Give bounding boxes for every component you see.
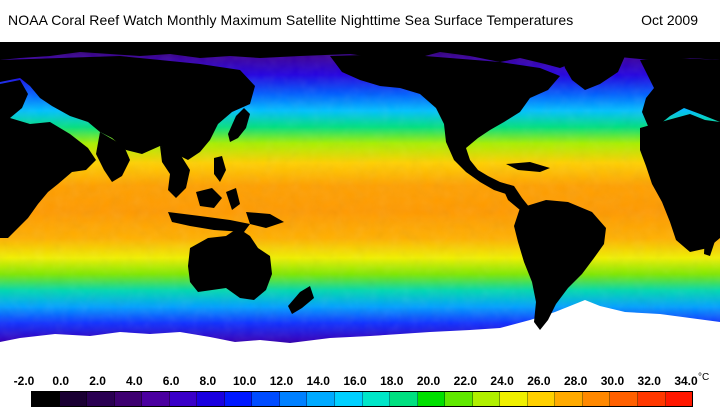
tick-label: 22.0 (453, 374, 478, 388)
sst-map-svg (0, 42, 720, 369)
tick-label: 4.0 (125, 374, 143, 388)
colorbar-swatch (417, 392, 446, 406)
tick-label: -2.0 (13, 374, 35, 388)
tick-label: 24.0 (490, 374, 514, 388)
colorbar-swatch (169, 392, 198, 406)
tick-label: 30.0 (600, 374, 625, 388)
africa-east (640, 114, 720, 252)
tick-label: 34.0 (674, 374, 698, 388)
greenland (560, 48, 625, 90)
map-date: Oct 2009 (641, 12, 698, 28)
tick-label: 6.0 (162, 374, 180, 388)
australia (188, 228, 272, 300)
header: NOAA Coral Reef Watch Monthly Maximum Sa… (0, 0, 720, 42)
colorbar-swatch (335, 392, 363, 406)
colorbar-swatch (307, 392, 336, 406)
colorbar-swatch (224, 392, 253, 406)
tick-label: 32.0 (637, 374, 661, 388)
indonesia (168, 188, 284, 232)
tick-label: 26.0 (527, 374, 551, 388)
colorbar-swatch (555, 392, 583, 406)
unit-label: °C (698, 372, 710, 383)
new-zealand (288, 286, 314, 314)
colorbar-swatch (32, 392, 60, 406)
sst-map (0, 42, 720, 369)
madagascar (704, 224, 716, 256)
colorbar-swatch (279, 392, 308, 406)
africa (0, 80, 96, 238)
india (96, 132, 130, 182)
caribbean (506, 162, 550, 172)
tick-label: 8.0 (199, 374, 217, 388)
north-america (330, 54, 560, 194)
colorbar-swatch (362, 392, 391, 406)
south-america (514, 200, 606, 330)
colorbar-swatch (252, 392, 280, 406)
eurasia (0, 56, 255, 160)
tick-label: 18.0 (380, 374, 404, 388)
colorbar-swatch (638, 392, 666, 406)
colorbar-swatch (527, 392, 556, 406)
colorbar-swatch (582, 392, 611, 406)
colorbar (31, 391, 693, 407)
tick-label: 20.0 (416, 374, 441, 388)
colorbar-swatch (142, 392, 170, 406)
central-america (500, 182, 530, 210)
colorbar-swatch (445, 392, 473, 406)
tick-label: 10.0 (232, 374, 257, 388)
arctic-land (0, 42, 720, 68)
tick-label: 2.0 (89, 374, 106, 388)
colorbar-swatch (390, 392, 418, 406)
europe (640, 58, 720, 126)
tick-label: 12.0 (269, 374, 294, 388)
colorbar-swatch (87, 392, 115, 406)
colorbar-legend: -2.0 0.0 2.0 4.0 6.0 8.0 10.0 12.0 14.0 16.0 18.0 2… (0, 369, 720, 411)
tick-labels: -2.0 0.0 2.0 4.0 6.0 8.0 10.0 12.0 14.0 16.0 18.0 2… (0, 374, 720, 390)
colorbar-swatch (197, 392, 225, 406)
tick-label: 28.0 (563, 374, 588, 388)
japan (228, 108, 250, 142)
map-title: NOAA Coral Reef Watch Monthly Maximum Sa… (8, 12, 574, 28)
colorbar-swatch (114, 392, 143, 406)
colorbar-swatch (59, 392, 88, 406)
colorbar-swatch (610, 392, 639, 406)
philippines (214, 156, 226, 182)
colorbar-swatch (665, 392, 693, 406)
colorbar-swatch (500, 392, 528, 406)
colorbar-swatch (472, 392, 501, 406)
southeast-asia (160, 146, 190, 198)
tick-label: 0.0 (52, 374, 70, 388)
tick-label: 14.0 (306, 374, 330, 388)
tick-label: 16.0 (343, 374, 367, 388)
